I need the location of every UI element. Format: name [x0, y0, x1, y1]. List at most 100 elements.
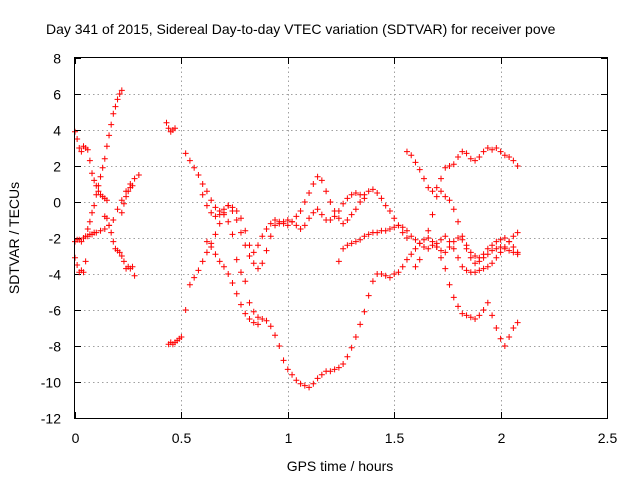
data-point: [433, 184, 440, 191]
data-point: [186, 281, 193, 288]
data-point: [455, 303, 462, 310]
data-point: [259, 260, 266, 267]
series-arc-n: [403, 148, 521, 267]
data-point: [280, 357, 287, 364]
data-point: [267, 323, 274, 330]
data-point: [369, 186, 376, 193]
data-point: [450, 245, 457, 252]
data-point: [250, 260, 257, 267]
y-tick-label: -2: [49, 231, 62, 247]
data-point: [510, 233, 517, 240]
data-point: [84, 226, 91, 232]
data-point: [131, 272, 138, 279]
x-tick-label: 0: [72, 430, 80, 446]
data-point: [225, 202, 232, 209]
data-point: [472, 253, 479, 259]
data-point: [220, 263, 227, 270]
data-point: [118, 87, 125, 94]
data-point: [89, 209, 96, 216]
data-point: [476, 154, 483, 160]
data-point: [429, 242, 436, 249]
data-point: [352, 190, 359, 196]
data-point: [348, 191, 355, 198]
data-point: [114, 96, 121, 103]
data-point: [403, 235, 410, 241]
data-point: [242, 278, 249, 285]
y-tick-label: 4: [53, 123, 61, 139]
data-point: [289, 218, 296, 225]
data-point: [242, 242, 249, 249]
data-point: [412, 236, 419, 243]
data-point: [497, 335, 504, 342]
data-point: [263, 317, 270, 324]
data-point: [455, 254, 462, 261]
data-point: [459, 263, 466, 270]
data-point: [212, 231, 219, 238]
data-point: [450, 294, 457, 301]
data-point: [114, 206, 121, 213]
data-point: [327, 217, 334, 223]
data-point: [514, 229, 521, 236]
data-point: [506, 154, 513, 160]
data-point: [135, 172, 142, 178]
data-point: [425, 235, 432, 241]
data-point: [438, 188, 445, 195]
y-tick-label: -10: [41, 375, 61, 391]
data-point: [467, 254, 474, 261]
y-tick-label: 8: [53, 51, 61, 67]
data-point: [403, 256, 410, 263]
data-point: [237, 269, 244, 276]
data-point: [386, 274, 393, 281]
data-point: [203, 188, 210, 195]
data-point: [263, 247, 270, 254]
data-point: [412, 245, 419, 252]
data-point: [103, 197, 110, 204]
data-point: [429, 188, 436, 195]
data-point: [82, 258, 89, 265]
data-point: [233, 256, 240, 263]
data-point: [357, 321, 364, 328]
data-point: [361, 308, 368, 315]
data-point: [78, 148, 85, 155]
series-arc-o: [412, 145, 521, 270]
plot-frame: [74, 57, 608, 419]
data-point: [514, 249, 521, 256]
x-tick-label: 1: [285, 430, 293, 446]
data-point: [489, 312, 496, 319]
data-point: [357, 199, 364, 205]
data-point: [108, 229, 115, 236]
data-point: [391, 215, 398, 222]
data-point: [480, 148, 487, 155]
data-point: [472, 269, 479, 276]
data-point: [399, 263, 406, 270]
data-point: [472, 316, 479, 322]
data-point: [352, 206, 359, 213]
data-point: [463, 242, 470, 249]
data-point: [106, 132, 113, 139]
data-point: [403, 227, 410, 234]
data-point: [438, 254, 445, 261]
data-point: [331, 366, 338, 373]
data-point: [314, 173, 321, 180]
data-point: [472, 260, 479, 267]
series-arc-p: [433, 235, 521, 261]
data-point: [378, 195, 385, 202]
data-point: [416, 256, 423, 263]
data-point: [420, 236, 427, 243]
series-arc-k: [199, 190, 368, 272]
data-point: [86, 157, 93, 164]
data-point: [118, 209, 125, 216]
data-point: [438, 247, 445, 254]
data-point: [501, 245, 508, 252]
data-point: [416, 166, 423, 173]
data-point: [497, 236, 504, 243]
data-point: [369, 278, 376, 285]
data-point: [74, 136, 81, 142]
data-point: [361, 233, 368, 240]
data-point: [467, 155, 474, 162]
y-tick-label: 0: [53, 195, 61, 211]
data-point: [237, 215, 244, 222]
data-point: [118, 197, 125, 204]
data-point: [172, 125, 179, 132]
data-point: [459, 148, 466, 155]
